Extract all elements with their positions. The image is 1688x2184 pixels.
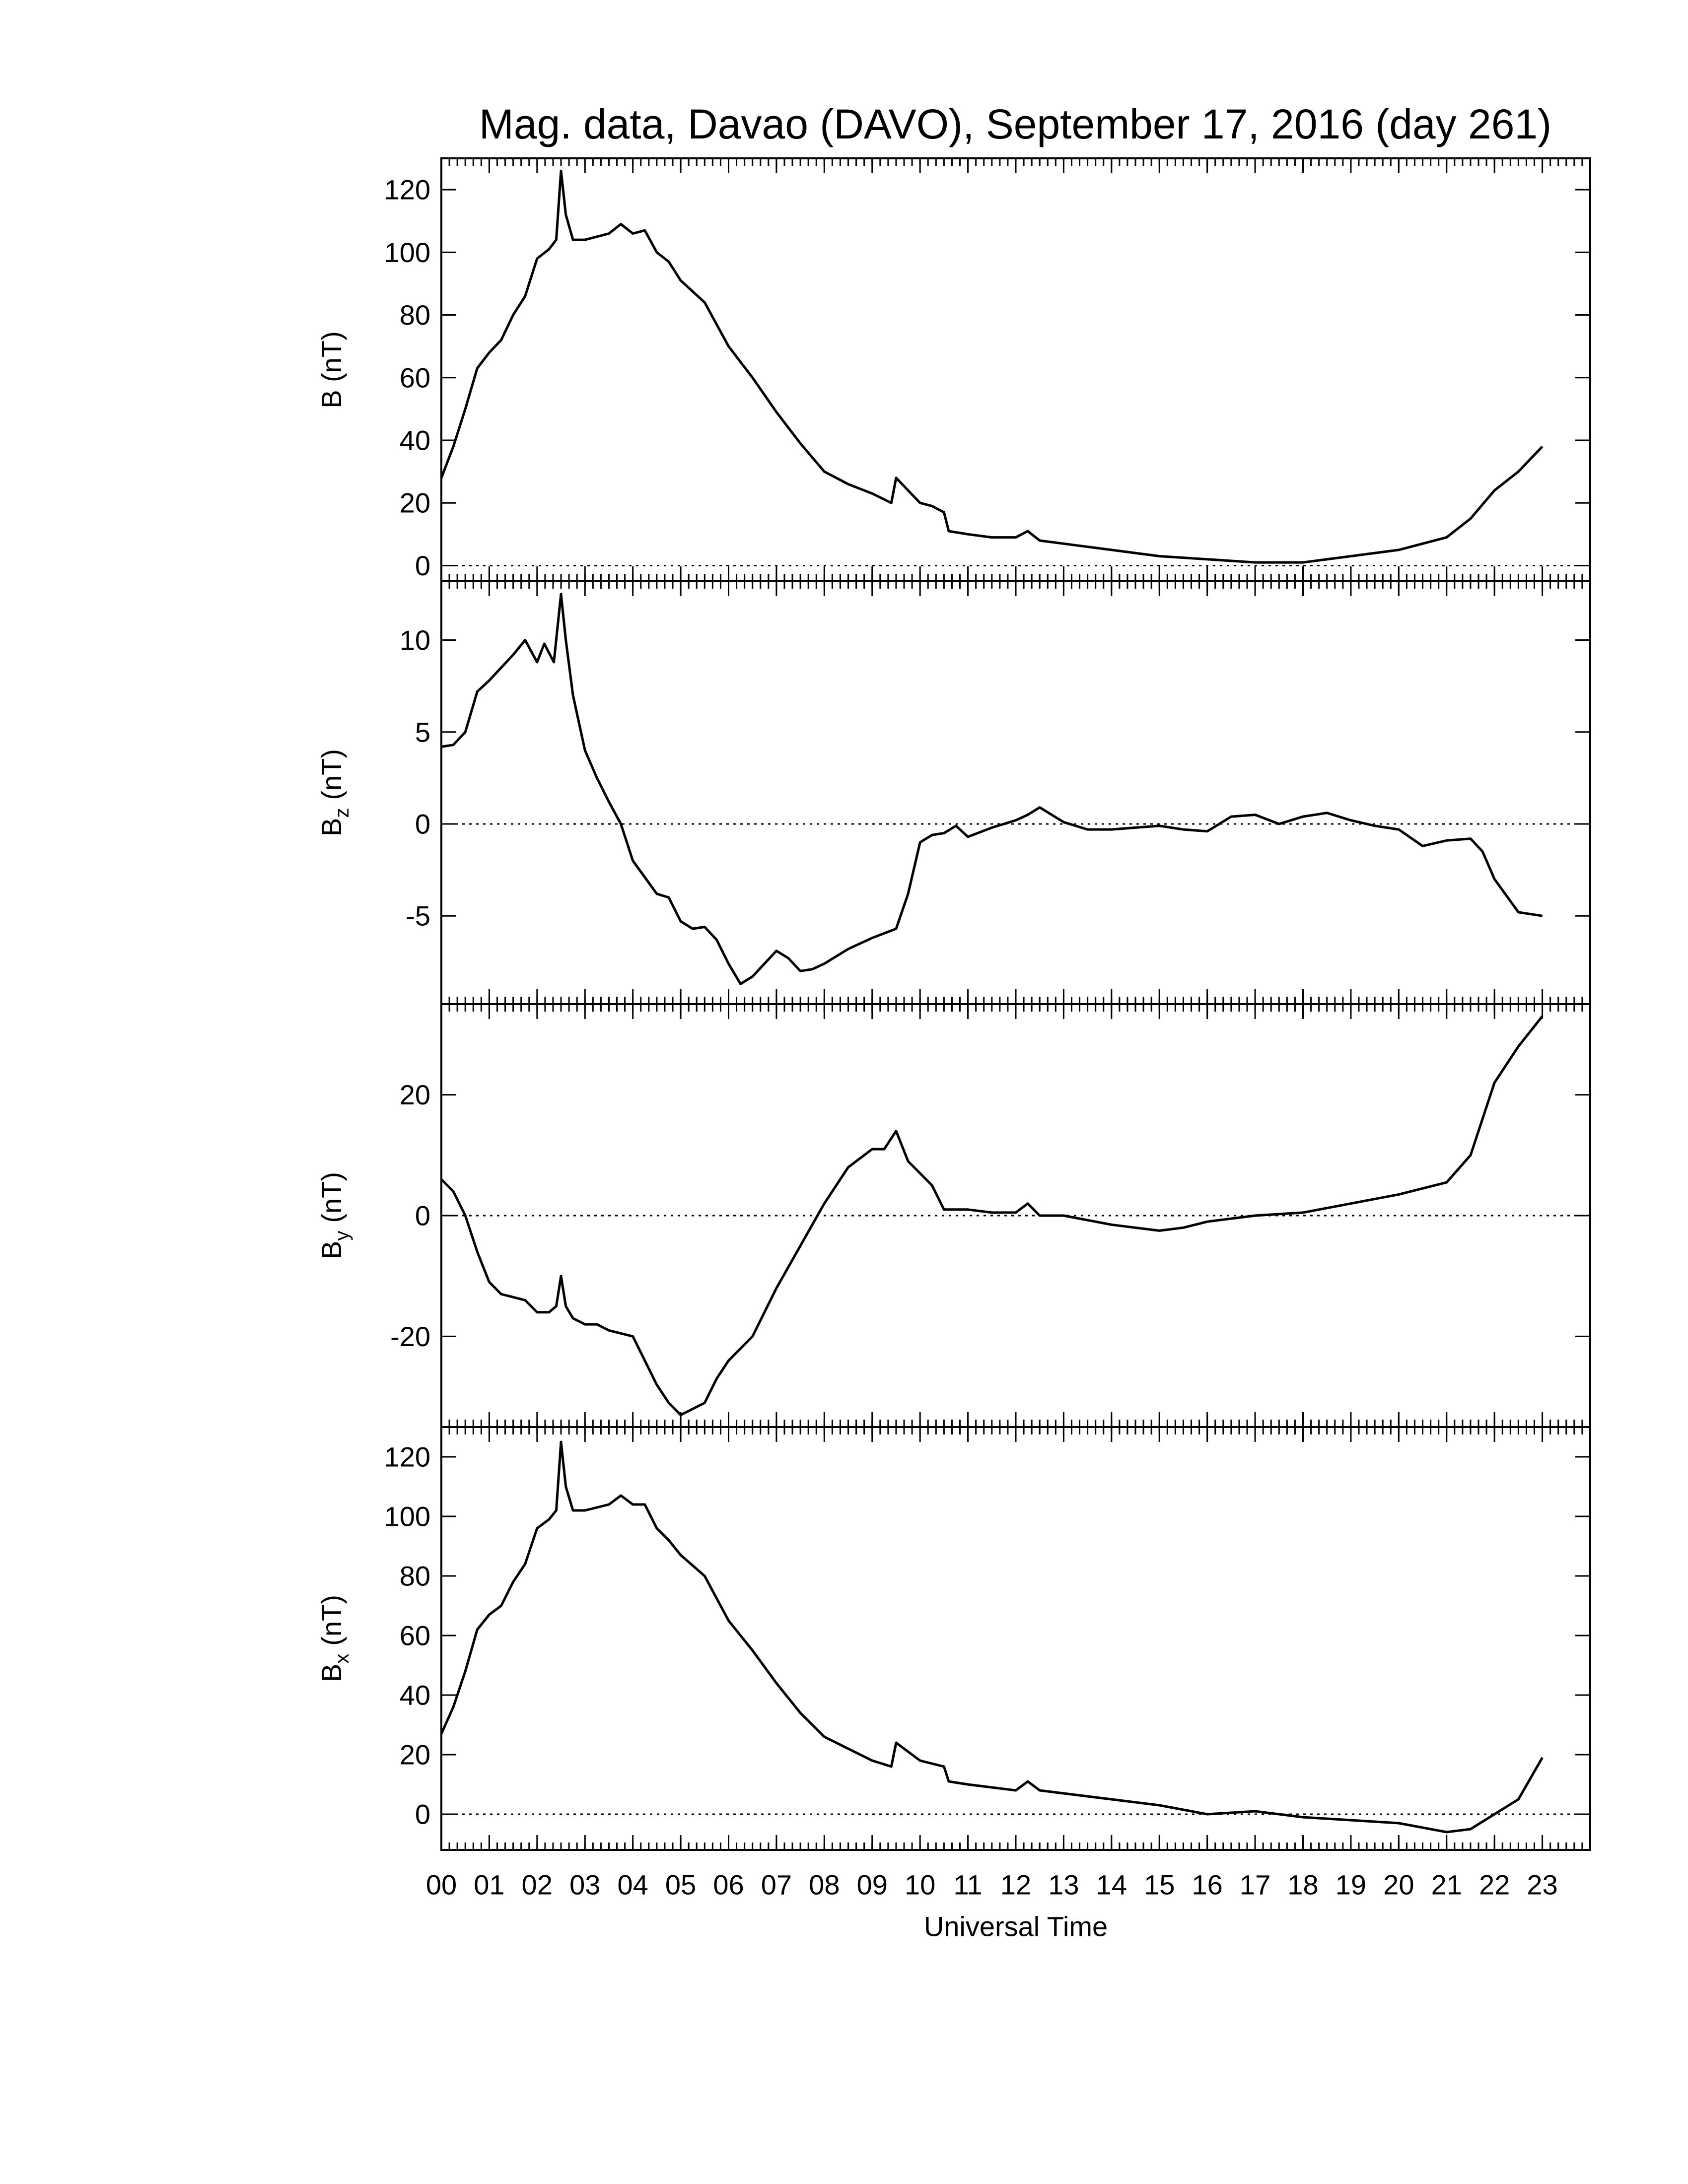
y-label-text: B [316, 1664, 347, 1682]
x-axis-label: Universal Time [924, 1911, 1108, 1942]
y-label-unit: (nT) [316, 1172, 347, 1223]
data-line [440, 169, 1544, 564]
x-tick-label: 14 [1096, 1869, 1127, 1901]
x-tick-label: 15 [1144, 1869, 1175, 1901]
x-tick-label: 04 [618, 1869, 648, 1901]
y-tick-label: 60 [400, 362, 430, 393]
x-tick-label: 18 [1287, 1869, 1318, 1901]
x-tick-label: 22 [1479, 1869, 1510, 1901]
y-label-text: B (nT) [316, 331, 347, 409]
y-label-unit: (nT) [316, 1595, 347, 1646]
x-tick-label: 02 [522, 1869, 553, 1901]
y-axis-label: B (nT) [316, 331, 347, 409]
x-tick-label: 20 [1383, 1869, 1414, 1901]
y-tick-label: 20 [400, 1739, 430, 1771]
y-tick-label: 0 [415, 550, 430, 581]
y-label-subscript: z [331, 808, 353, 818]
y-tick-label: 20 [400, 487, 430, 519]
y-tick-label: 40 [400, 1680, 430, 1711]
x-tick-label: 11 [954, 1869, 983, 1901]
y-tick-label: -20 [390, 1321, 430, 1352]
y-axis-label: By (nT) [316, 1172, 353, 1259]
y-axis-label: Bz (nT) [316, 749, 353, 836]
x-tick-label: 01 [474, 1869, 504, 1901]
y-tick-label: 0 [415, 1799, 430, 1830]
x-tick-label: 23 [1527, 1869, 1557, 1901]
y-tick-label: 10 [400, 624, 430, 656]
y-tick-label: 0 [415, 808, 430, 839]
x-tick-label: 16 [1192, 1869, 1223, 1901]
x-tick-label: 07 [761, 1869, 792, 1901]
y-tick-label: 5 [415, 716, 430, 748]
x-tick-label: 09 [857, 1869, 888, 1901]
y-tick-label: 60 [400, 1620, 430, 1651]
x-tick-label: 17 [1240, 1869, 1270, 1901]
y-tick-label: 20 [400, 1079, 430, 1110]
y-tick-label: 40 [400, 425, 430, 456]
x-tick-label: 19 [1336, 1869, 1366, 1901]
y-tick-label: 120 [384, 174, 430, 205]
y-label-unit: (nT) [316, 749, 347, 800]
x-tick-label: 13 [1048, 1869, 1079, 1901]
x-tick-label: 08 [809, 1869, 840, 1901]
x-tick-label: 12 [1000, 1869, 1031, 1901]
chart-title: Mag. data, Davao (DAVO), September 17, 2… [479, 101, 1551, 147]
data-line [441, 593, 1543, 985]
y-label-text: B [316, 1241, 347, 1259]
y-label-text: B [316, 818, 347, 836]
y-tick-label: 80 [400, 1561, 430, 1592]
data-line [440, 1440, 1544, 1834]
y-tick-label: 120 [384, 1441, 430, 1473]
x-tick-label: 06 [713, 1869, 744, 1901]
x-tick-label: 21 [1431, 1869, 1462, 1901]
y-tick-label: 100 [384, 237, 430, 268]
y-label-subscript: x [331, 1654, 353, 1664]
data-line [440, 1015, 1544, 1417]
x-tick-label: 03 [569, 1869, 600, 1901]
x-tick-label: 05 [665, 1869, 696, 1901]
y-label-subscript: y [331, 1231, 353, 1241]
y-axis-label: Bx (nT) [316, 1595, 353, 1682]
y-tick-label: 0 [415, 1200, 430, 1231]
y-tick-label: -5 [406, 900, 430, 932]
y-tick-label: 80 [400, 299, 430, 331]
x-tick-label: 00 [426, 1869, 457, 1901]
x-tick-label: 10 [905, 1869, 935, 1901]
y-tick-label: 100 [384, 1501, 430, 1532]
